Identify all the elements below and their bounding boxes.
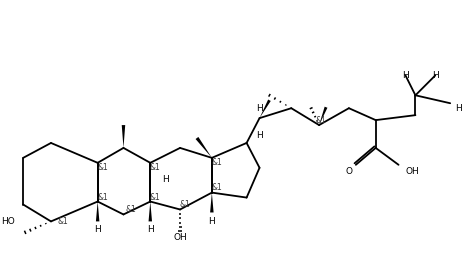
Text: O: O	[346, 167, 352, 176]
Text: H: H	[256, 130, 263, 140]
Polygon shape	[149, 201, 152, 221]
Text: &1: &1	[125, 205, 136, 214]
Text: &1: &1	[150, 163, 160, 172]
Text: H: H	[94, 225, 101, 234]
Text: H: H	[432, 71, 439, 80]
Text: &1: &1	[58, 217, 68, 226]
Text: &1: &1	[211, 183, 222, 192]
Text: H: H	[162, 175, 169, 184]
Text: H: H	[256, 104, 263, 113]
Text: &1: &1	[97, 193, 108, 202]
Polygon shape	[259, 100, 271, 118]
Text: H: H	[402, 71, 409, 80]
Text: OH: OH	[173, 233, 187, 242]
Polygon shape	[210, 193, 214, 212]
Polygon shape	[96, 201, 99, 221]
Text: H: H	[455, 104, 462, 113]
Text: H: H	[147, 225, 154, 234]
Polygon shape	[319, 107, 327, 125]
Text: H: H	[208, 217, 215, 226]
Text: &1: &1	[97, 163, 108, 172]
Polygon shape	[122, 125, 125, 148]
Text: &1: &1	[150, 193, 160, 202]
Text: &1: &1	[179, 200, 190, 209]
Text: &1: &1	[211, 158, 222, 167]
Polygon shape	[196, 137, 212, 158]
Text: &1: &1	[316, 115, 327, 124]
Text: HO: HO	[1, 217, 15, 226]
Text: OH: OH	[406, 167, 419, 176]
